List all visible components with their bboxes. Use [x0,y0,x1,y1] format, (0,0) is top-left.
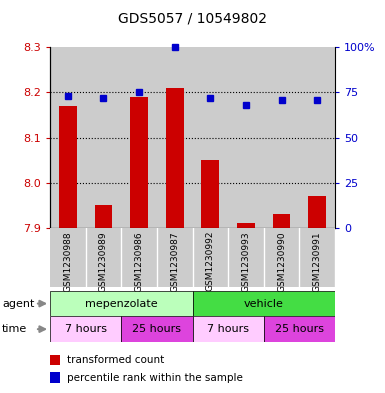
Text: vehicle: vehicle [244,299,284,309]
Bar [50,373,60,383]
Text: 7 hours: 7 hours [207,324,249,334]
Bar [59,106,77,228]
Text: agent: agent [2,299,34,309]
Bar [50,354,60,365]
Text: GSM1230989: GSM1230989 [99,231,108,292]
Bar [264,47,300,228]
Text: percentile rank within the sample: percentile rank within the sample [67,373,243,383]
Bar [130,97,148,228]
Text: 7 hours: 7 hours [65,324,107,334]
Text: GSM1230990: GSM1230990 [277,231,286,292]
Text: GDS5057 / 10549802: GDS5057 / 10549802 [118,11,267,26]
Bar [264,316,335,342]
Text: mepenzolate: mepenzolate [85,299,157,309]
Bar [85,47,121,228]
Bar [192,291,335,316]
Bar [300,228,335,287]
Text: GSM1230992: GSM1230992 [206,231,215,291]
Bar [192,316,264,342]
Bar [157,47,192,228]
Bar [95,205,112,228]
Bar [228,47,264,228]
Bar [121,47,157,228]
Text: GSM1230986: GSM1230986 [135,231,144,292]
Bar [300,47,335,228]
Bar [201,160,219,228]
Text: GSM1230988: GSM1230988 [64,231,72,292]
Bar [50,291,192,316]
Bar [85,228,121,287]
Text: GSM1230993: GSM1230993 [241,231,250,292]
Bar [50,316,121,342]
Text: GSM1230987: GSM1230987 [170,231,179,292]
Text: transformed count: transformed count [67,355,164,365]
Bar [273,214,290,228]
Bar [121,316,192,342]
Bar [228,228,264,287]
Text: time: time [2,324,27,334]
Bar [50,228,85,287]
Bar [192,47,228,228]
Text: GSM1230991: GSM1230991 [313,231,321,292]
Bar [308,196,326,228]
Bar [121,228,157,287]
Bar [192,228,228,287]
Bar [50,47,85,228]
Text: 25 hours: 25 hours [275,324,324,334]
Bar [166,88,184,228]
Bar [157,228,192,287]
Text: 25 hours: 25 hours [132,324,181,334]
Bar [264,228,300,287]
Bar [237,223,255,228]
